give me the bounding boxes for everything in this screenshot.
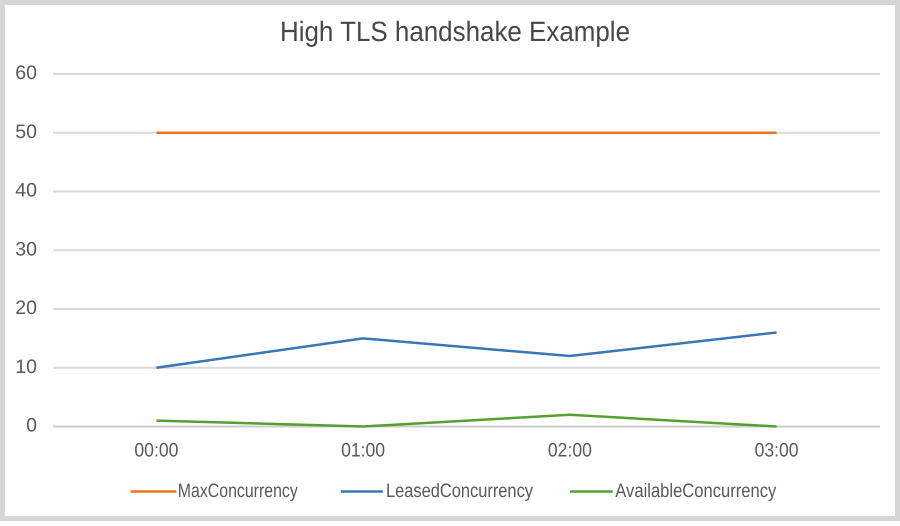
svg-text:50: 50 <box>15 121 37 143</box>
svg-text:01:00: 01:00 <box>341 440 385 462</box>
svg-text:LeasedConcurrency: LeasedConcurrency <box>386 480 533 502</box>
svg-text:02:00: 02:00 <box>548 440 592 462</box>
svg-text:03:00: 03:00 <box>755 440 799 462</box>
svg-text:AvailableConcurrency: AvailableConcurrency <box>615 480 776 502</box>
svg-text:0: 0 <box>26 415 37 437</box>
svg-text:10: 10 <box>15 356 37 378</box>
svg-text:20: 20 <box>15 297 37 319</box>
svg-text:MaxConcurrency: MaxConcurrency <box>178 480 298 502</box>
svg-text:60: 60 <box>15 62 37 84</box>
svg-text:40: 40 <box>15 180 37 202</box>
svg-text:High TLS handshake Example: High TLS handshake Example <box>280 16 630 47</box>
svg-text:30: 30 <box>15 239 37 261</box>
svg-text:00:00: 00:00 <box>134 440 178 462</box>
